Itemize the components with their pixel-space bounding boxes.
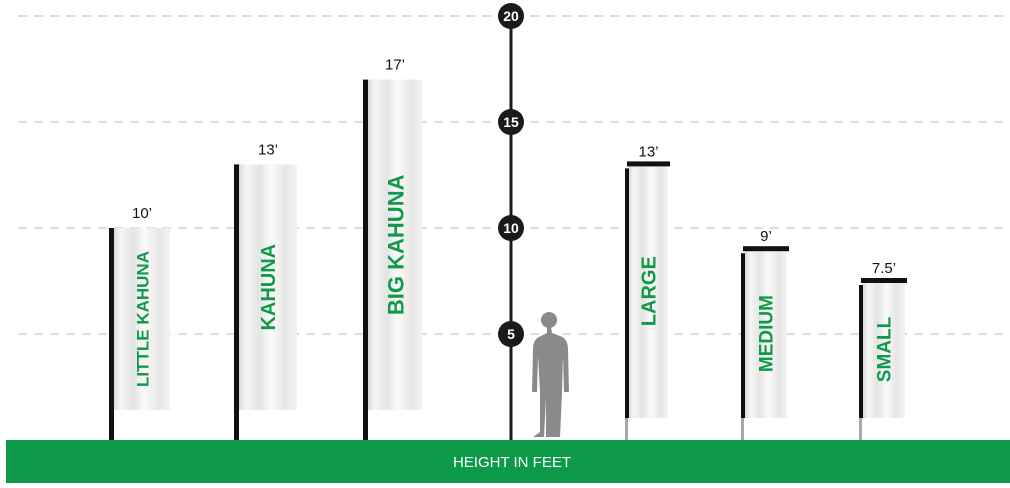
person-body (532, 327, 569, 437)
flag-small: SMALL 7.5’ (859, 260, 907, 440)
flag-crossbar (743, 246, 789, 252)
person-head (541, 312, 557, 328)
flag-height-label: 10’ (132, 205, 152, 222)
scale-label-15: 15 (503, 114, 519, 130)
flag-height-label: 17’ (385, 57, 405, 74)
flag-big-kahuna: BIG KAHUNA 17’ (363, 57, 422, 440)
flag-medium: MEDIUM 9’ (741, 228, 789, 440)
flag-height-label: 7.5’ (872, 260, 896, 277)
flag-large: LARGE 13’ (625, 143, 670, 440)
flag-name-label: LARGE (639, 256, 661, 326)
flag-name-label: MEDIUM (757, 295, 778, 372)
scale-label-5: 5 (507, 326, 515, 342)
flag-pole (741, 253, 745, 418)
footer-label: HEIGHT IN FEET (453, 454, 571, 471)
flag-name-label: LITTLE KAHUNA (134, 251, 153, 387)
flag-crossbar (627, 161, 670, 167)
flag-fabric (368, 79, 422, 410)
flag-crossbar (861, 278, 907, 283)
scale-marker-5 (498, 321, 524, 347)
scale-marker-15 (498, 109, 524, 135)
flag-pole (363, 79, 368, 440)
flag-pole (625, 168, 629, 418)
ground-bar (6, 440, 1010, 483)
flag-pole (859, 285, 863, 418)
scale-marker-10 (498, 215, 524, 241)
scale-label-10: 10 (503, 220, 519, 236)
scale-marker-20 (498, 3, 524, 29)
flag-kahuna: KAHUNA 13’ (234, 141, 297, 440)
scale-label-20: 20 (503, 8, 519, 24)
flag-little-kahuna: LITTLE KAHUNA 10’ (109, 205, 170, 440)
flag-base-pole (741, 418, 744, 440)
flag-height-label: 13’ (638, 143, 658, 160)
flag-height-label: 9’ (760, 228, 772, 245)
flag-base-pole (625, 418, 628, 440)
gridlines (18, 15, 1008, 335)
flag-base-pole (859, 418, 862, 440)
height-scale: 5 10 15 20 (498, 3, 524, 440)
flag-pole (234, 164, 239, 440)
flag-fabric (863, 281, 905, 418)
flag-fabric (239, 164, 297, 410)
person-silhouette (532, 312, 569, 437)
flag-height-label: 13’ (258, 141, 278, 158)
flag-fabric (745, 249, 787, 418)
flag-fabric (114, 228, 170, 410)
flag-name-label: KAHUNA (258, 244, 280, 331)
flag-name-label: SMALL (875, 316, 896, 382)
flag-fabric (629, 164, 668, 418)
flag-pole (109, 228, 114, 440)
flags-group: LITTLE KAHUNA 10’ KAHUNA 13’ BIG KAHUNA 17’ LA… (109, 57, 907, 440)
flag-name-label: BIG KAHUNA (384, 174, 409, 315)
